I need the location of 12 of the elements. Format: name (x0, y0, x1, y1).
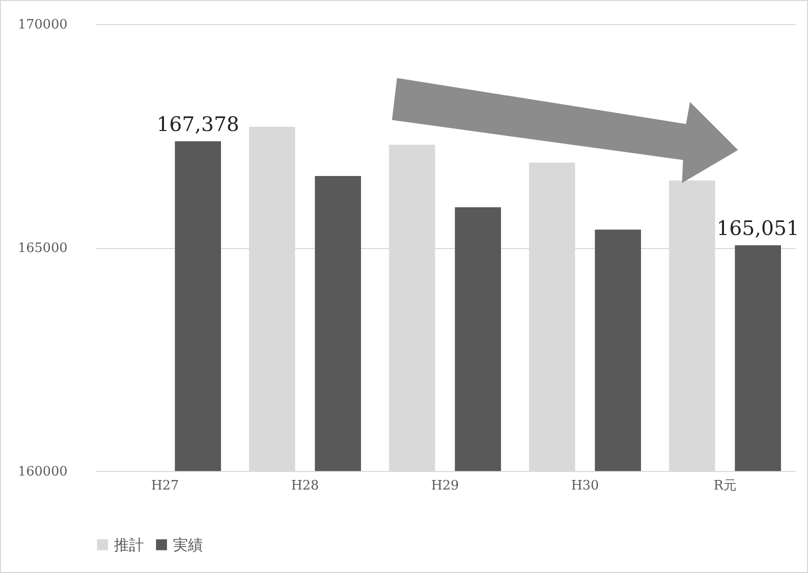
y-tick-label: 170000 (18, 18, 68, 32)
data-label: 165,051 (716, 216, 800, 240)
x-tick-label: H28 (291, 478, 319, 494)
x-tick-label: H27 (151, 478, 179, 494)
data-label: 167,378 (156, 112, 240, 136)
legend-label: 実績 (173, 536, 203, 554)
x-tick-label: H30 (571, 478, 599, 494)
x-tick-label: R元 (714, 478, 736, 494)
y-tick-label: 165000 (18, 241, 68, 256)
y-tick-label: 160000 (18, 464, 68, 480)
x-tick-label: H29 (431, 478, 459, 494)
legend-label: 推計 (114, 536, 144, 554)
